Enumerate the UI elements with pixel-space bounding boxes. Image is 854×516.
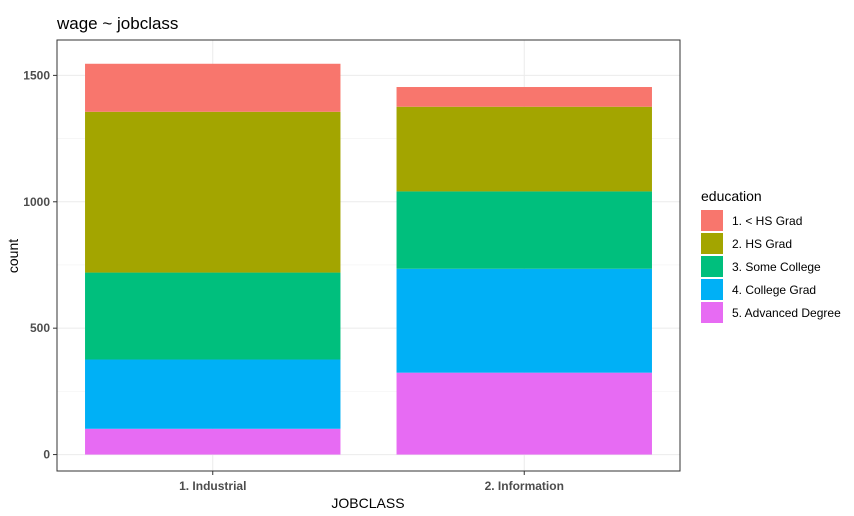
x-axis: 1. Industrial 2. Information	[179, 471, 564, 493]
bar-segment	[396, 191, 652, 269]
y-axis-title: count	[5, 239, 21, 273]
legend-title: education	[701, 188, 762, 204]
legend-label: 5. Advanced Degree	[732, 306, 841, 320]
chart-title: wage ~ jobclass	[56, 14, 178, 33]
y-tick-label: 500	[30, 321, 50, 335]
x-tick-label: 1. Industrial	[179, 479, 246, 493]
x-axis-title: JOBCLASS	[331, 495, 404, 511]
bar-segment	[85, 359, 341, 429]
legend-label: 4. College Grad	[732, 283, 816, 297]
y-tick-label: 1500	[23, 68, 50, 82]
legend-key	[701, 233, 723, 254]
x-tick-label: 2. Information	[485, 479, 564, 493]
bar-segment	[85, 63, 341, 112]
bar-segment	[396, 87, 652, 107]
bar-segment	[396, 268, 652, 373]
legend-key	[701, 302, 723, 323]
y-axis: 0 500 1000 1500	[23, 68, 57, 462]
bar-segment	[85, 428, 341, 455]
bar-segment	[396, 372, 652, 455]
bar-segment	[396, 106, 652, 192]
legend-label: 1. < HS Grad	[732, 214, 802, 228]
legend-key	[701, 256, 723, 277]
bar-segment	[85, 111, 341, 273]
legend-key	[701, 210, 723, 231]
bar-segment	[85, 272, 341, 360]
panel-border	[56, 39, 681, 472]
y-tick-label: 0	[43, 448, 50, 462]
y-tick-label: 1000	[23, 195, 50, 209]
legend-key	[701, 279, 723, 300]
legend: education 1. < HS Grad 2. HS Grad 3. Some …	[701, 188, 841, 323]
legend-label: 3. Some College	[732, 260, 821, 274]
legend-label: 2. HS Grad	[732, 237, 792, 251]
bars	[85, 63, 652, 455]
